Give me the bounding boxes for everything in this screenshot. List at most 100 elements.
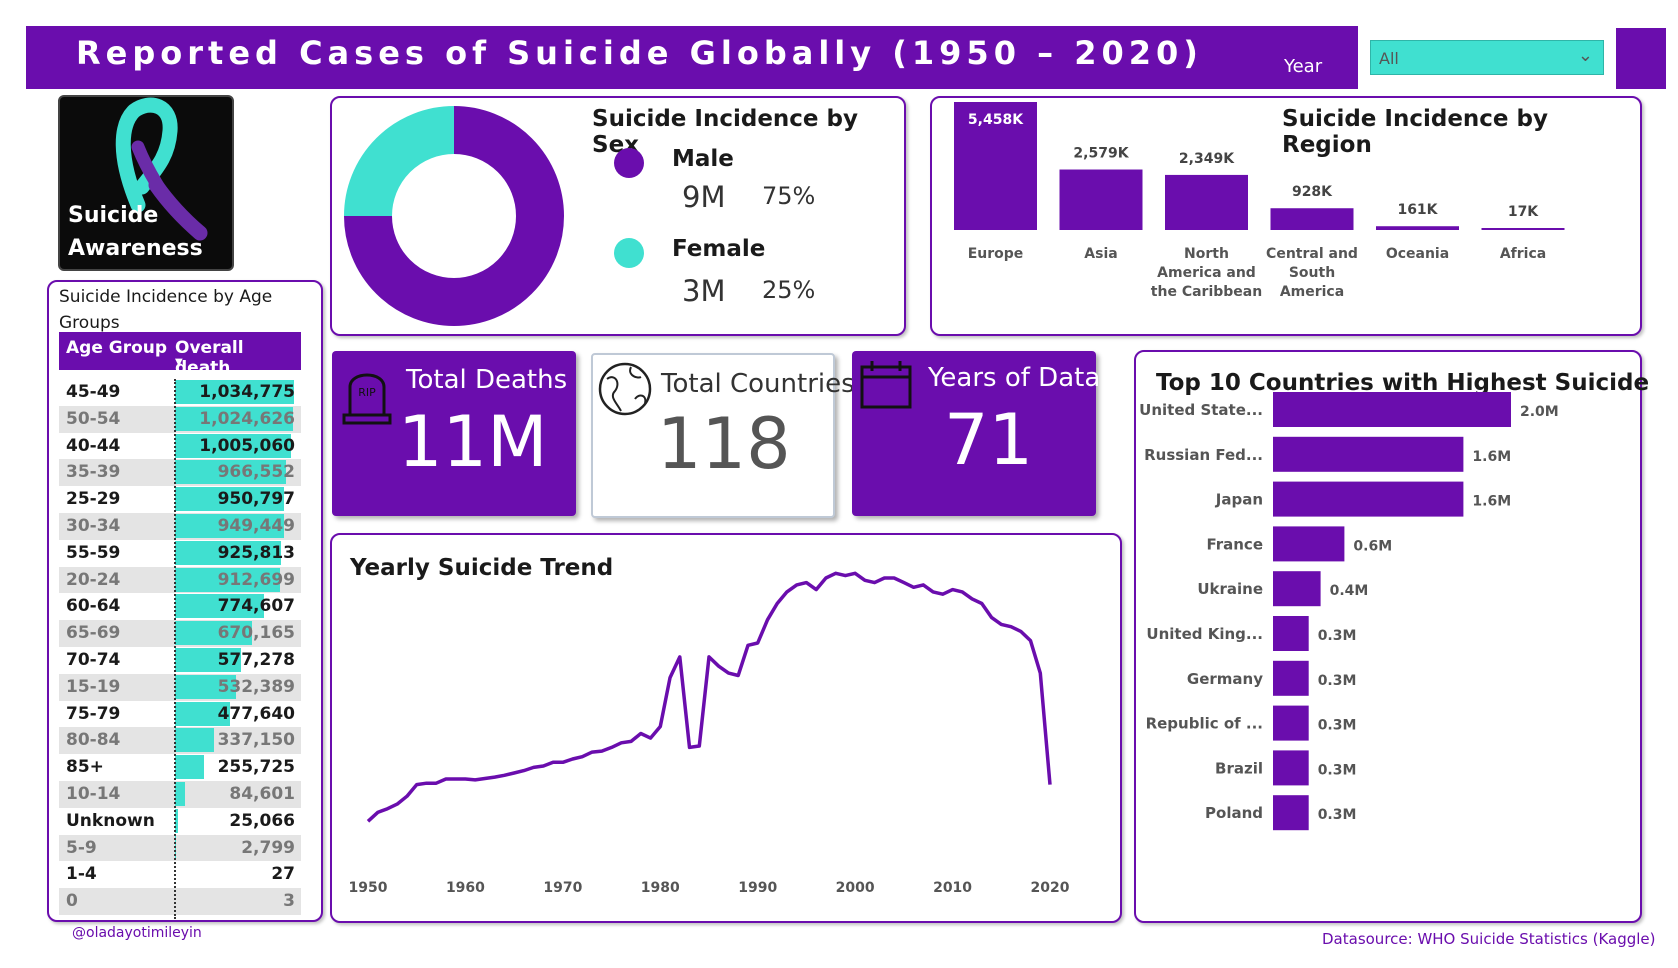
- column-header-overall-death[interactable]: Overall death: [175, 338, 244, 378]
- country-value-label: 1.6M: [1472, 494, 1511, 510]
- table-row[interactable]: 45-49 1,034,775: [59, 379, 301, 406]
- country-value-label: 0.3M: [1318, 762, 1357, 778]
- age-data-bar: [175, 808, 178, 833]
- table-row[interactable]: 70-74 577,278: [59, 647, 301, 674]
- table-row[interactable]: 35-39 966,552: [59, 459, 301, 487]
- country-bar[interactable]: [1273, 436, 1464, 472]
- region-category-label: Oceania: [1386, 246, 1449, 262]
- age-group-cell: 60-64: [66, 596, 121, 617]
- globe-icon: [598, 362, 652, 416]
- trend-series-line[interactable]: [366, 571, 1052, 823]
- country-bar[interactable]: [1273, 571, 1321, 607]
- table-row[interactable]: 25-29 950,797: [59, 486, 301, 513]
- kpi-total-countries-value: 118: [657, 403, 791, 485]
- age-group-cell: 1-4: [66, 864, 97, 885]
- table-row[interactable]: 30-34 949,449: [59, 512, 301, 540]
- donut-slice-male[interactable]: [344, 106, 564, 326]
- age-group-cell: 80-84: [66, 730, 121, 751]
- calendar-icon: [860, 361, 912, 409]
- country-label: Russian Fed...: [1144, 446, 1263, 464]
- column-header-age-group[interactable]: Age Group: [66, 338, 168, 358]
- legend-label-female: Female: [672, 236, 766, 262]
- table-row[interactable]: 85+ 255,725: [59, 754, 301, 781]
- overall-death-cell: 774,607: [217, 596, 295, 617]
- age-group-table-card: Suicide Incidence by Age Groups Age Grou…: [47, 280, 323, 922]
- overall-death-cell: 950,797: [217, 489, 295, 510]
- age-group-cell: 5-9: [66, 837, 97, 858]
- table-row[interactable]: 1-4 27: [59, 861, 301, 888]
- age-data-bar: [175, 594, 265, 619]
- country-bar[interactable]: [1273, 705, 1309, 741]
- table-row[interactable]: 20-24 912,699: [59, 566, 301, 594]
- region-bar[interactable]: [1376, 226, 1459, 230]
- age-group-cell: 55-59: [66, 542, 121, 563]
- table-row[interactable]: 15-19 532,389: [59, 673, 301, 701]
- kpi-years-value: 71: [944, 399, 1034, 481]
- overall-death-cell: 25,066: [229, 810, 295, 831]
- table-row[interactable]: 80-84 337,150: [59, 727, 301, 755]
- region-bar[interactable]: [1059, 169, 1143, 230]
- age-group-cell: 70-74: [66, 649, 121, 670]
- age-data-bar: [175, 406, 293, 431]
- region-category-label: America: [1280, 284, 1344, 300]
- region-bar[interactable]: [954, 102, 1037, 230]
- region-bar[interactable]: [1270, 208, 1354, 230]
- country-bar[interactable]: [1273, 392, 1511, 427]
- age-group-cell: 65-69: [66, 623, 121, 644]
- country-bar[interactable]: [1273, 481, 1464, 517]
- age-data-bar: [175, 460, 287, 485]
- country-bar[interactable]: [1273, 660, 1309, 696]
- region-category-label: Central and: [1266, 246, 1358, 262]
- age-data-bar: [175, 567, 280, 592]
- age-data-bar: [175, 540, 282, 565]
- kpi-years-of-data: Years of Data 71: [852, 351, 1100, 516]
- trend-chart-title: Yearly Suicide Trend: [350, 555, 614, 581]
- ribbon-icon: [115, 97, 208, 241]
- year-select[interactable]: All ⌄: [1370, 40, 1604, 75]
- age-data-bar: [175, 755, 205, 780]
- region-category-label: Africa: [1500, 246, 1546, 262]
- region-category-label: Europe: [968, 246, 1024, 262]
- donut-slice-female[interactable]: [344, 106, 455, 217]
- region-bar[interactable]: [1165, 174, 1248, 230]
- overall-death-cell: 966,552: [217, 462, 295, 483]
- age-group-cell: 25-29: [66, 489, 121, 510]
- kpi-total-countries: Total Countries 118: [591, 353, 855, 518]
- table-row[interactable]: 10-14 84,601: [59, 780, 301, 808]
- table-row[interactable]: 65-69 670,165: [59, 620, 301, 647]
- country-label: Germany: [1187, 670, 1263, 688]
- overall-death-cell: 1,034,775: [199, 382, 295, 402]
- region-chart-card: Suicide Incidence by Region 5,458K Europe…: [930, 96, 1642, 336]
- table-row[interactable]: 50-54 1,024,626: [59, 405, 301, 433]
- overall-death-cell: 477,640: [217, 703, 295, 724]
- overall-death-cell: 912,699: [217, 569, 295, 590]
- country-bar[interactable]: [1273, 616, 1309, 651]
- country-bar[interactable]: [1273, 750, 1309, 786]
- header-accent-block: [1616, 28, 1666, 89]
- region-bar[interactable]: [1481, 228, 1565, 230]
- table-row[interactable]: 60-64 774,607: [59, 593, 301, 620]
- country-bar[interactable]: [1273, 795, 1309, 831]
- age-group-cell: Unknown: [66, 810, 155, 831]
- age-group-cell: 85+: [66, 757, 104, 778]
- age-table-title: Suicide Incidence by Age Groups: [59, 287, 273, 333]
- country-label: United State...: [1139, 401, 1263, 419]
- table-row[interactable]: 40-44 1,005,060: [59, 433, 301, 460]
- table-row[interactable]: Unknown 25,066: [59, 808, 301, 835]
- table-row[interactable]: 55-59 925,813: [59, 540, 301, 567]
- country-value-label: 0.3M: [1318, 628, 1357, 644]
- age-group-cell: 20-24: [66, 569, 121, 590]
- table-row[interactable]: 75-79 477,640: [59, 701, 301, 728]
- overall-death-cell: 3: [283, 891, 295, 912]
- age-table-body: 45-49 1,034,775 50-54 1,024,626 40-44 1,005,0…: [59, 379, 301, 915]
- country-bar[interactable]: [1273, 526, 1345, 562]
- male-value-label: 9M: [682, 180, 726, 214]
- country-value-label: 0.6M: [1353, 538, 1392, 554]
- region-category-label: America and: [1157, 265, 1256, 281]
- data-source-note: Datasource: WHO Suicide Statistics (Kagg…: [1322, 930, 1656, 948]
- kpi-years-label: Years of Data: [928, 363, 1101, 393]
- logo-line-2: Awareness: [68, 236, 203, 261]
- sort-desc-icon: ▼: [175, 357, 183, 368]
- table-row[interactable]: 5-9 2,799: [59, 834, 301, 862]
